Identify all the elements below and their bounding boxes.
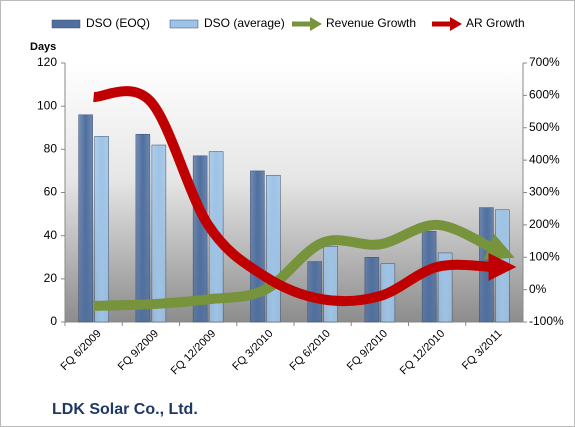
bar <box>364 257 380 323</box>
y-tick-label: 100 <box>37 98 57 112</box>
bar <box>94 136 109 323</box>
y-tick-label: 0 <box>50 314 57 328</box>
bar <box>495 209 510 323</box>
bar <box>266 174 281 323</box>
plot-area <box>65 63 523 322</box>
legend-swatch-arrow <box>310 17 322 31</box>
y-tick-label: 20 <box>44 271 58 285</box>
y-tick-label: 40 <box>44 228 58 242</box>
y2-tick-label: 0% <box>529 282 547 296</box>
bar <box>135 133 151 323</box>
line-series <box>93 219 515 311</box>
legend-label: DSO (EOQ) <box>86 16 150 30</box>
y2-tick-label: 400% <box>529 152 560 166</box>
legend-swatch <box>51 19 81 29</box>
legend-label: Revenue Growth <box>326 16 416 30</box>
legend-label: AR Growth <box>466 16 525 30</box>
bar <box>151 144 167 323</box>
line-series <box>93 86 517 307</box>
chart-title: LDK Solar Co., Ltd. <box>52 401 198 418</box>
bar <box>250 170 265 323</box>
y-tick-label: 60 <box>44 185 58 199</box>
legend-label: DSO (average) <box>204 16 285 30</box>
y2-tick-label: -100% <box>529 314 564 328</box>
y-axis-label: Days <box>30 41 56 53</box>
legend-swatch-arrow <box>450 17 462 31</box>
y2-tick-label: 300% <box>529 185 560 199</box>
bar <box>323 246 338 323</box>
y-tick-label: 80 <box>44 142 58 156</box>
y2-tick-label: 600% <box>529 88 560 102</box>
y-tick-label: 120 <box>37 55 57 69</box>
y2-tick-label: 200% <box>529 217 560 231</box>
bar <box>78 114 93 323</box>
y2-tick-label: 500% <box>529 120 560 134</box>
legend-swatch <box>169 19 199 29</box>
y2-tick-label: 100% <box>529 249 560 263</box>
y2-tick-label: 700% <box>529 55 560 69</box>
